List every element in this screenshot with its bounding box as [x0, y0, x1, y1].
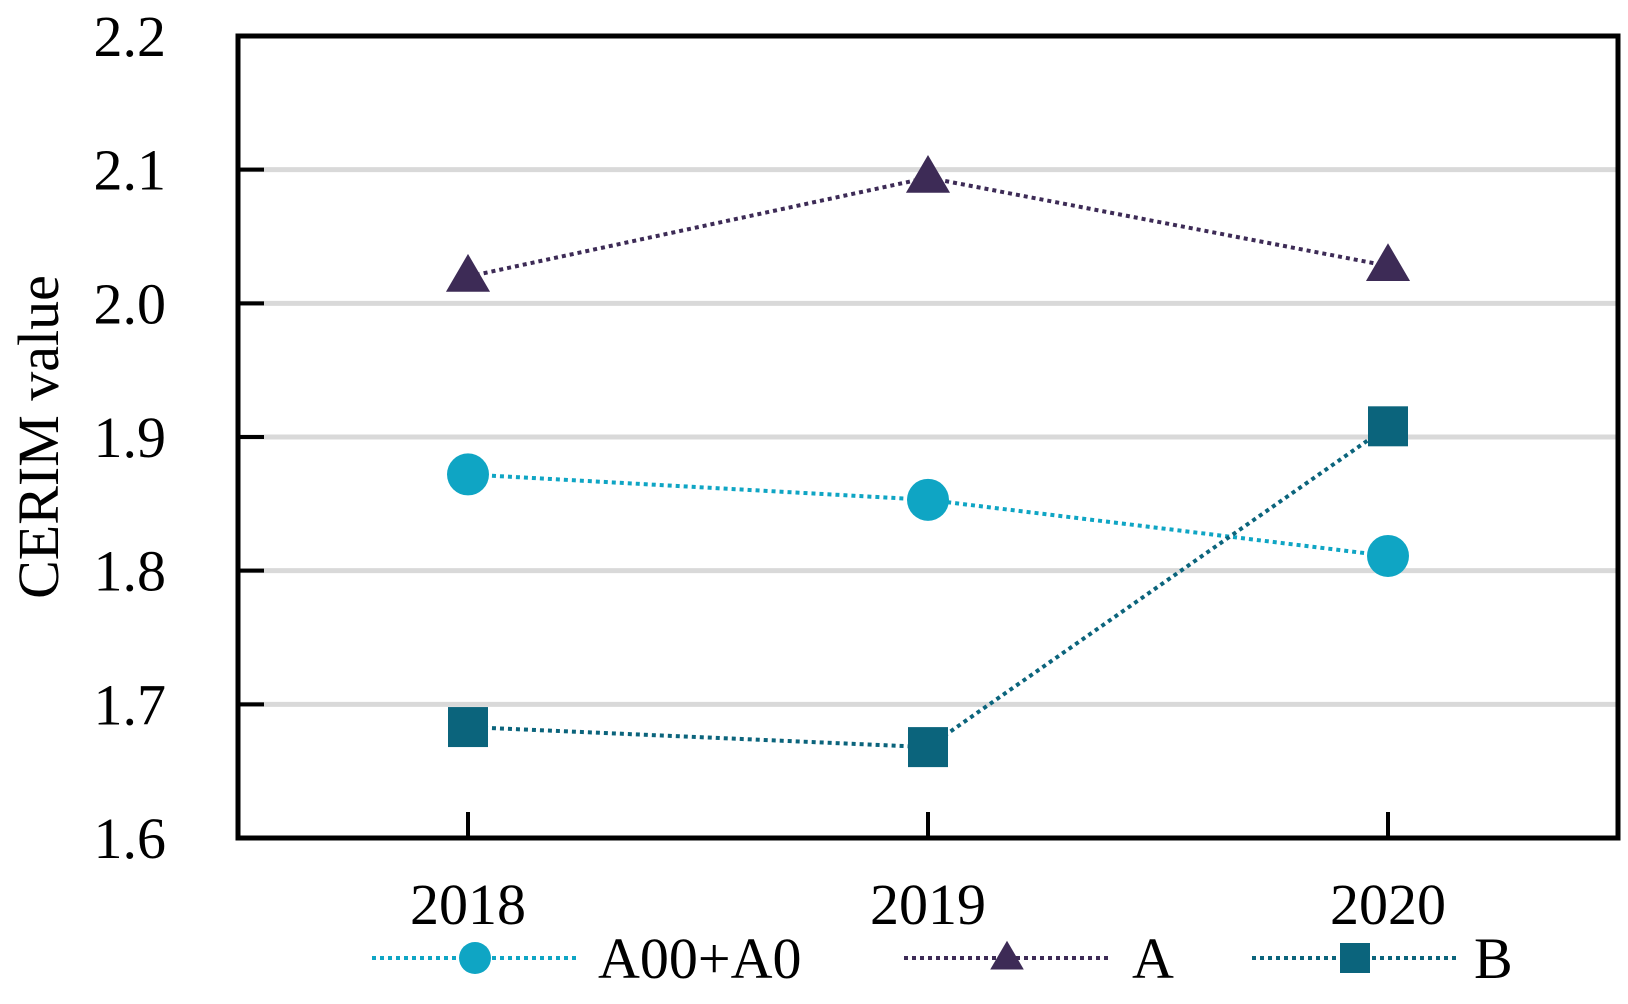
- x-tick-label: 2018: [410, 872, 526, 937]
- gridlines: [238, 167, 1618, 707]
- y-axis-title: CERIM value: [6, 275, 71, 599]
- y-tick-label: 1.7: [94, 672, 167, 737]
- legend-item-a: A: [904, 926, 1174, 991]
- y-axis-ticks: 1.6 1.7 1.8 1.9 2.0 2.1 2.2: [94, 4, 264, 871]
- x-tick-label: 2020: [1330, 872, 1446, 937]
- series-line-a00-a0: [467, 472, 1389, 558]
- legend-item-b: B: [1252, 926, 1513, 991]
- y-tick-label: 2.1: [94, 138, 167, 203]
- data-point-a00-a0: [1367, 534, 1409, 577]
- data-point-a00-a0: [447, 453, 489, 496]
- series-lines: [467, 175, 1390, 750]
- legend-marker-square: [1340, 943, 1370, 973]
- legend-marker-circle: [459, 942, 491, 974]
- legend: A00+A0 A B: [372, 926, 1513, 991]
- data-point-b: [1368, 406, 1408, 447]
- legend-label: A: [1132, 926, 1174, 991]
- data-point-a00-a0: [907, 478, 949, 521]
- data-point-b: [908, 727, 948, 768]
- legend-item-a00-a0: A00+A0: [372, 926, 801, 991]
- legend-label: B: [1474, 926, 1513, 991]
- data-point-a: [445, 253, 491, 292]
- plot-area-frame: [235, 33, 1621, 841]
- x-tick-label: 2019: [870, 872, 986, 937]
- y-tick-label: 2.0: [94, 271, 167, 336]
- legend-label: A00+A0: [598, 926, 801, 991]
- y-tick-label: 2.2: [94, 4, 167, 69]
- series-line-b: [467, 424, 1390, 750]
- y-tick-label: 1.6: [94, 806, 167, 871]
- y-tick-label: 1.9: [94, 405, 167, 470]
- x-axis-ticks: 2018 2019 2020: [410, 812, 1446, 937]
- data-point-b: [448, 707, 488, 748]
- legend-marker-triangle: [990, 940, 1024, 970]
- data-point-a: [905, 155, 951, 193]
- y-tick-label: 1.8: [94, 539, 167, 604]
- data-point-a: [1365, 243, 1411, 282]
- series-markers: [445, 155, 1411, 768]
